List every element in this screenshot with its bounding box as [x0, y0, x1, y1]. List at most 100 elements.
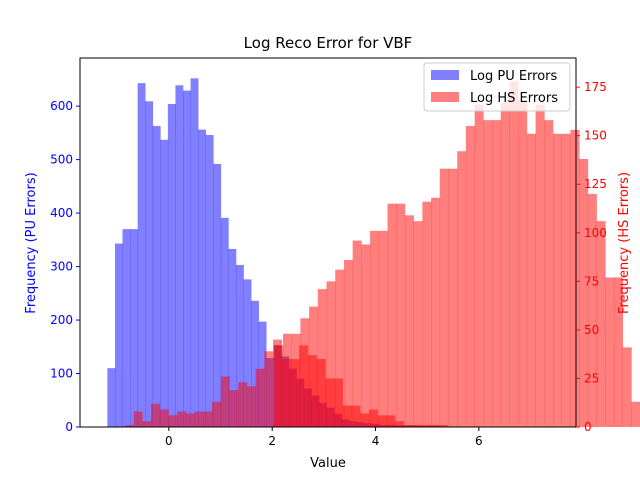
- legend-swatch-pu: [431, 70, 459, 80]
- hs-bar-1-6: [177, 411, 187, 427]
- hs-bar-1-8: [194, 411, 204, 427]
- legend-frame: [423, 62, 571, 112]
- hs-bar-2-0: [274, 345, 284, 427]
- legend-swatch-hs: [431, 92, 459, 102]
- hs-bar-2-24: [483, 120, 493, 428]
- hs-bar-2-26: [500, 102, 510, 428]
- x-tick-label-6: 6: [475, 434, 483, 448]
- pu-bar-0-1: [114, 243, 123, 427]
- hs-bar-2-13: [387, 203, 397, 427]
- x-tick-label-2: 2: [268, 434, 276, 448]
- hs-bar-1-12: [229, 390, 239, 427]
- x-axis-label: Value: [310, 456, 346, 471]
- hs-bar-1-7: [185, 413, 195, 427]
- chart-title: Log Reco Error for VBF: [244, 34, 413, 52]
- pu-bar-0-2: [122, 229, 131, 427]
- hs-bar-2-30: [535, 104, 545, 428]
- hs-bar-2-32: [553, 133, 563, 428]
- left-tick-label-400: 400: [50, 206, 73, 220]
- hs-bar-1-13: [238, 382, 248, 427]
- hs-bar-2-29: [526, 133, 536, 428]
- hs-bar-2-9: [352, 240, 362, 427]
- hs-bar-2-16: [413, 221, 423, 427]
- hs-bar-2-15: [404, 215, 414, 427]
- x-tick-label-4: 4: [372, 434, 380, 448]
- left-tick-label-200: 200: [50, 313, 73, 327]
- hs-bar-2-14: [396, 203, 406, 427]
- pu-bar-0-4: [137, 83, 146, 427]
- right-tick-label-75: 75: [584, 274, 599, 288]
- hs-bar-2-21: [457, 151, 467, 427]
- right-tick-label-100: 100: [584, 226, 607, 240]
- hs-bar-1-11: [220, 376, 230, 427]
- hs-bar-2-17: [422, 201, 432, 427]
- hs-bar-1-5: [168, 415, 178, 427]
- right-tick-label-150: 150: [584, 129, 607, 143]
- hs-bar-2-11: [370, 230, 380, 427]
- hs-bar-2-23: [474, 104, 484, 428]
- hs-bar-2-34: [570, 129, 580, 428]
- pu-bar-0-0: [107, 368, 116, 427]
- pu-bar-0-3: [130, 229, 138, 427]
- hs-bar-2-18: [431, 197, 441, 427]
- x-axis-ticks: 0 2 4 6: [165, 427, 483, 448]
- hs-bar-2-19: [439, 168, 449, 427]
- hs-bar-2-10: [361, 244, 371, 427]
- left-tick-label-0: 0: [65, 420, 73, 434]
- pu-bar-0-12: [198, 129, 207, 427]
- hs-bar-1-10: [212, 401, 222, 427]
- hs-bar-1-3: [151, 403, 161, 427]
- right-tick-label-175: 175: [584, 80, 607, 94]
- hs-bar-2-5: [317, 289, 327, 427]
- hs-bar-1-4: [159, 409, 169, 427]
- left-tick-label-600: 600: [50, 99, 73, 113]
- legend: Log PU Errors Log HS Errors: [423, 62, 571, 112]
- hs-bar-2-28: [518, 100, 528, 427]
- hs-bar-2-12: [378, 230, 388, 427]
- pu-bar-0-18: [243, 279, 252, 427]
- hs-bar-1-2: [142, 421, 152, 427]
- pu-bar-0-17: [235, 264, 244, 427]
- right-tick-label-0: 0: [584, 420, 592, 434]
- hs-bar-2-6: [326, 281, 336, 427]
- hs-bar-2-36: [587, 193, 597, 427]
- hs-bar-1-16: [264, 351, 274, 427]
- left-axis-label: Frequency (PU Errors): [24, 172, 39, 313]
- pu-bar-0-9: [175, 85, 184, 428]
- legend-label-hs: Log HS Errors: [470, 91, 558, 106]
- hs-bar-2-38: [605, 277, 615, 427]
- hs-bar-1-9: [203, 411, 213, 427]
- left-tick-label-300: 300: [50, 260, 73, 274]
- hs-bar-2-1: [282, 333, 292, 427]
- left-tick-label-500: 500: [50, 153, 73, 167]
- hs-bar-1-14: [246, 386, 256, 427]
- pu-bar-0-13: [205, 135, 214, 427]
- hs-bar-2-31: [544, 120, 554, 428]
- hs-bar-2-4: [309, 306, 319, 427]
- hs-bar-2-41: [631, 401, 640, 427]
- pu-bar-0-11: [190, 78, 199, 427]
- hs-bar-2-39: [614, 277, 624, 427]
- x-tick-label-0: 0: [165, 434, 173, 448]
- pu-bar-0-8: [167, 103, 176, 428]
- hs-bar-2-8: [343, 259, 353, 427]
- left-axis-ticks: 0 100 200 300 400 500 600: [50, 99, 80, 434]
- pu-bar-0-16: [228, 248, 237, 427]
- hs-bar-1-1: [133, 411, 143, 427]
- hs-bar-2-40: [622, 347, 632, 427]
- hs-bar-2-35: [579, 158, 589, 428]
- hs-bar-1-0: [124, 425, 134, 427]
- hs-bar-2-20: [448, 168, 458, 427]
- right-tick-label-50: 50: [584, 323, 599, 337]
- plot-frame: [79, 57, 577, 428]
- right-axis-ticks: 0 25 50 75 100 125 150 175: [576, 80, 607, 434]
- hs-bars: [124, 81, 640, 428]
- hs-bar-2-37: [596, 221, 606, 427]
- pu-bar-0-5: [145, 101, 154, 427]
- pu-bar-0-19: [251, 300, 259, 427]
- hs-bar-2-22: [465, 125, 475, 427]
- legend-label-pu: Log PU Errors: [470, 69, 558, 84]
- hs-bar-2-25: [492, 120, 502, 428]
- hs-bar-2-33: [561, 133, 571, 428]
- right-axis-label: Frequency (HS Errors): [617, 172, 632, 314]
